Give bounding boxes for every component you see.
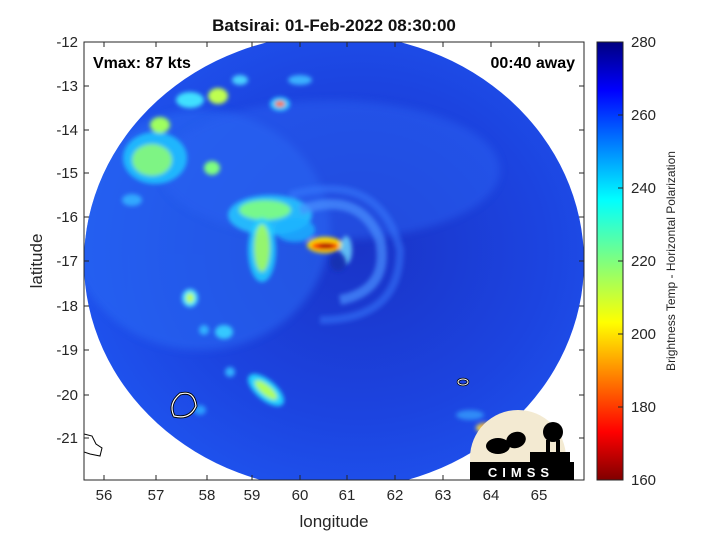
x-tick-label: 62: [387, 487, 404, 504]
x-tick-label: 58: [199, 487, 216, 504]
x-tick-label: 59: [244, 487, 261, 504]
x-tick-label: 60: [292, 487, 309, 504]
colorbar-label: Brightness Temp - Horizontal Polarizatio…: [664, 151, 678, 371]
x-tick-label: 61: [339, 487, 356, 504]
cimss-logo-text: CIMSS: [488, 465, 554, 480]
x-axis-label: longitude: [299, 512, 368, 531]
time-offset-annotation: 00:40 away: [490, 55, 575, 72]
chart-title: Batsirai: 01-Feb-2022 08:30:00: [212, 16, 456, 35]
y-tick-label: -15: [56, 165, 78, 182]
y-tick-label: -12: [56, 34, 78, 51]
colorbar-tick-label: 260: [631, 107, 656, 124]
y-tick-label: -21: [56, 430, 78, 447]
y-tick-label: -19: [56, 342, 78, 359]
y-tick-label: -14: [56, 122, 78, 139]
colorbar-tick-label: 220: [631, 253, 656, 270]
y-axis-label: latitude: [27, 234, 46, 289]
colorbar-tick-label: 280: [631, 34, 656, 51]
x-tick-label: 65: [531, 487, 548, 504]
colorbar-tick-label: 200: [631, 326, 656, 343]
y-tick-label: -17: [56, 253, 78, 270]
x-tick-label: 63: [435, 487, 452, 504]
cyclone-eye: [330, 253, 346, 271]
vmax-annotation: Vmax: 87 kts: [93, 55, 191, 72]
cimss-logo: CIMSS: [470, 410, 574, 480]
brightness-temperature-swath: [84, 42, 584, 480]
x-tick-label: 64: [483, 487, 500, 504]
y-tick-label: -13: [56, 78, 78, 95]
colorbar-tick-label: 180: [631, 399, 656, 416]
coast-outline-west: [84, 433, 103, 457]
colorbar-tick-label: 240: [631, 180, 656, 197]
y-tick-label: -18: [56, 298, 78, 315]
coastlines: [84, 377, 470, 457]
colorbar-tick-label: 160: [631, 472, 656, 489]
y-tick-label: -16: [56, 209, 78, 226]
x-tick-label: 56: [96, 487, 113, 504]
y-axis: [84, 41, 584, 439]
colorbar: 280 260 240 220 200 180 160 Brightness T…: [596, 34, 678, 489]
y-tick-label: -20: [56, 387, 78, 404]
x-tick-label: 57: [148, 487, 165, 504]
